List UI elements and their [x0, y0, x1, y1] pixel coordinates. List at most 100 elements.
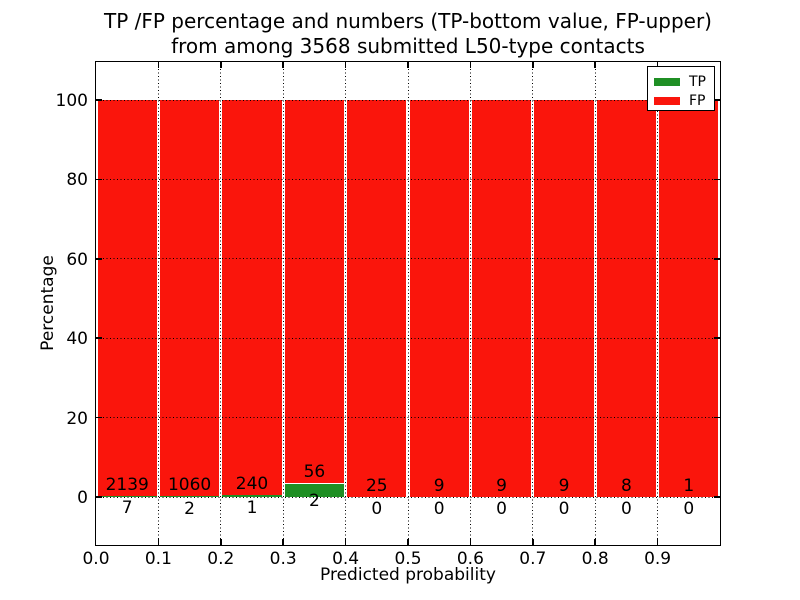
- x-tick-label: 0.0: [82, 549, 110, 569]
- x-tick-label: 0.3: [269, 549, 297, 569]
- v-gridline: [407, 62, 409, 545]
- tp-bar: [222, 495, 282, 497]
- y-tick-label: 40: [66, 329, 88, 350]
- legend-swatch-fp-icon: [654, 96, 680, 105]
- fp-bar: [97, 100, 157, 496]
- fp-bar: [284, 100, 345, 484]
- legend: TP FP: [647, 66, 715, 111]
- y-tick-right: [714, 178, 720, 181]
- x-tick-top: [344, 62, 347, 68]
- x-tick-label: 0.8: [581, 549, 609, 569]
- h-gridline: [96, 99, 720, 101]
- x-tick-top: [594, 62, 596, 68]
- y-tick-right: [714, 337, 720, 339]
- fp-bar: [222, 100, 282, 496]
- fp-bar: [409, 100, 469, 497]
- fp-count-label: 9: [558, 476, 570, 496]
- v-gridline: [220, 62, 222, 545]
- fp-count-label: 25: [365, 476, 388, 496]
- x-tick-top: [656, 62, 659, 68]
- x-tick-label: 0.6: [456, 549, 484, 569]
- x-tick-top: [532, 62, 534, 68]
- tp-bar: [97, 495, 157, 497]
- y-tick: [96, 496, 102, 498]
- y-tick: [96, 99, 102, 101]
- y-tick-label: 60: [66, 249, 88, 270]
- x-tick: [407, 539, 409, 545]
- x-tick-label: 0.2: [207, 549, 235, 569]
- chart-title-line1: TP /FP percentage and numbers (TP-bottom…: [104, 9, 712, 33]
- v-gridline: [594, 62, 596, 545]
- x-tick: [220, 539, 222, 545]
- v-gridline: [469, 62, 471, 545]
- x-tick-top: [407, 62, 409, 68]
- y-tick-right: [714, 258, 720, 260]
- x-tick: [157, 539, 160, 545]
- v-gridline: [282, 62, 284, 545]
- x-tick: [594, 539, 596, 545]
- tp-count-label: 2: [184, 498, 195, 519]
- tp-count-label: 2: [308, 490, 320, 511]
- tp-count-label: 0: [620, 499, 632, 519]
- fp-count-label: 9: [433, 476, 445, 496]
- y-tick: [96, 258, 102, 260]
- fp-bar: [534, 100, 594, 497]
- tp-count-label: 7: [121, 498, 133, 519]
- tp-count-label: 1: [246, 498, 258, 518]
- v-gridline: [532, 62, 534, 545]
- fp-count-label: 1060: [167, 475, 212, 496]
- x-axis-label: Predicted probability: [320, 565, 496, 585]
- x-tick-top: [282, 62, 284, 68]
- fp-count-label: 240: [235, 474, 269, 495]
- v-gridline: [157, 62, 159, 545]
- y-tick: [96, 178, 102, 181]
- fp-count-label: 1: [683, 476, 695, 496]
- chart-title-line2: from among 3568 submitted L50-type conta…: [171, 34, 645, 58]
- legend-label-fp: FP: [689, 92, 706, 109]
- x-tick: [469, 539, 472, 545]
- h-gridline: [96, 496, 720, 498]
- h-gridline: [96, 258, 720, 260]
- fp-bar: [159, 100, 220, 497]
- fp-bar: [659, 100, 719, 497]
- y-tick-right: [714, 99, 720, 101]
- x-tick: [344, 539, 347, 545]
- x-tick: [282, 539, 284, 545]
- legend-swatch-tp-icon: [654, 77, 680, 86]
- plot-area: 2139 7 1060 2 240 1 56 2 25 0 9 0 9 0 9 0 8 0 1 0: [95, 61, 721, 546]
- y-tick: [96, 416, 102, 419]
- h-gridline: [96, 178, 720, 180]
- legend-item-tp: TP: [654, 72, 714, 91]
- tp-count-label: 0: [371, 499, 383, 519]
- x-tick-top: [157, 62, 160, 68]
- x-tick-top: [469, 62, 472, 68]
- x-tick: [532, 539, 534, 545]
- y-tick-label: 100: [55, 91, 88, 111]
- tp-count-label: 0: [683, 499, 695, 519]
- x-tick-label: 0.5: [394, 549, 422, 569]
- x-tick-top: [220, 62, 222, 68]
- x-tick-label: 0.9: [644, 549, 672, 569]
- y-tick-right: [714, 496, 720, 498]
- v-gridline: [657, 62, 659, 545]
- x-tick-label: 0.1: [144, 549, 172, 569]
- y-tick: [96, 337, 102, 339]
- tp-bar: [284, 483, 345, 497]
- tp-count-label: 0: [496, 499, 507, 519]
- y-tick-right: [714, 416, 720, 419]
- y-tick-label: 0: [77, 488, 88, 508]
- x-tick-label: 0.4: [332, 549, 360, 569]
- y-tick-label: 80: [66, 170, 88, 191]
- legend-label-tp: TP: [689, 73, 706, 90]
- fp-bar: [471, 100, 532, 497]
- legend-item-fp: FP: [654, 91, 714, 110]
- h-gridline: [96, 417, 720, 419]
- v-gridline: [345, 62, 347, 545]
- fp-bar: [347, 100, 407, 497]
- x-tick-label: 0.7: [519, 549, 547, 569]
- tp-count-label: 0: [433, 499, 445, 519]
- tp-count-label: 0: [558, 499, 570, 519]
- h-gridline: [96, 337, 720, 339]
- fp-count-label: 8: [620, 476, 632, 496]
